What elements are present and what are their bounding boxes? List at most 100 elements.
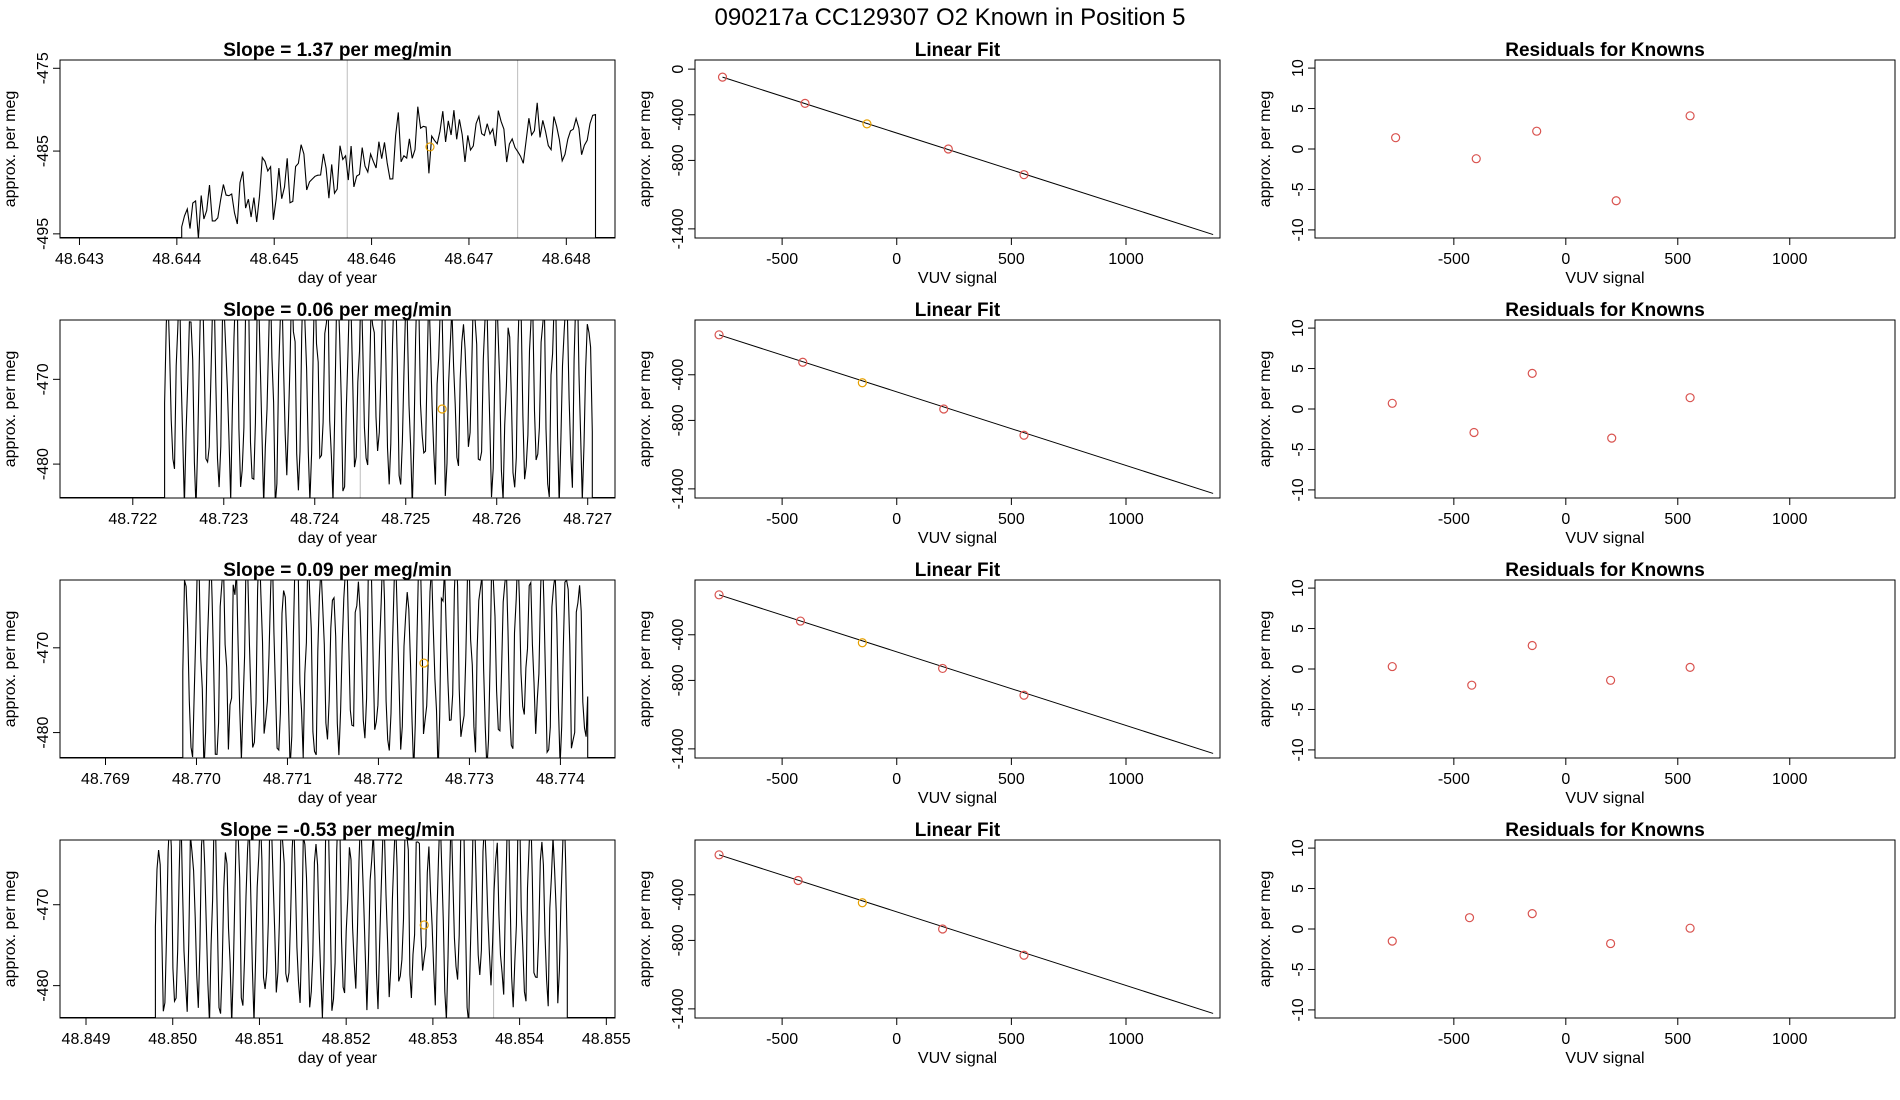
panel-r4-linear: -500 0 500 1000 -400 -800 -1400 Linear Fit VUV s… xyxy=(637,820,1221,1067)
sample-point xyxy=(419,658,429,668)
x-tick-label: 48.646 xyxy=(347,251,396,268)
y-tick-label: 10 xyxy=(1290,319,1307,337)
plot-area xyxy=(1387,909,1695,949)
y-tick-label: -5 xyxy=(1290,442,1307,456)
x-tick-label: 500 xyxy=(998,1031,1025,1048)
x-tick-label: 1000 xyxy=(1108,771,1144,788)
x-tick-label: 500 xyxy=(1664,771,1691,788)
y-tick-label: -1400 xyxy=(670,988,687,1029)
y-axis-label: approx. per meg xyxy=(1257,871,1274,988)
figure-title: 090217a CC129307 O2 Known in Position 5 xyxy=(715,4,1186,31)
y-tick-label: -1400 xyxy=(670,728,687,769)
x-tick-label: 500 xyxy=(1664,251,1691,268)
x-tick-label: 48.645 xyxy=(250,251,299,268)
x-tick-label: 0 xyxy=(1561,1031,1570,1048)
plot-area xyxy=(714,590,1214,754)
y-axis-label: approx. per meg xyxy=(637,91,654,208)
y-tick-label: -800 xyxy=(670,664,687,696)
x-axis-label: VUV signal xyxy=(1565,790,1644,807)
panel-title: Slope = 0.06 per meg/min xyxy=(223,300,452,321)
known-point xyxy=(800,98,810,108)
x-tick-label: 500 xyxy=(1664,1031,1691,1048)
known-point xyxy=(1019,430,1029,440)
y-axis-label: approx. per meg xyxy=(2,871,19,988)
known-point xyxy=(1532,126,1542,136)
panel-title: Linear Fit xyxy=(915,560,1001,581)
y-tick-label: -10 xyxy=(1290,218,1307,241)
panel-r2-residuals: -500 0 500 1000 10 5 0 -5 -10 Residuals for Known… xyxy=(1257,300,1896,547)
y-tick-label: -400 xyxy=(670,99,687,131)
y-tick-label: -470 xyxy=(35,889,52,921)
series-line xyxy=(182,580,589,758)
y-axis-label: approx. per meg xyxy=(1257,611,1274,728)
panel-title: Linear Fit xyxy=(915,300,1001,321)
y-tick-label: -1400 xyxy=(670,208,687,249)
panel-title: Slope = 1.37 per meg/min xyxy=(223,40,452,61)
x-tick-label: 0 xyxy=(892,251,901,268)
y-axis-label: approx. per meg xyxy=(2,611,19,728)
y-tick-label: -5 xyxy=(1290,962,1307,976)
x-tick-label: 500 xyxy=(998,511,1025,528)
fit-line xyxy=(718,854,1214,1014)
x-axis-label: day of year xyxy=(298,1050,378,1067)
x-tick-label: -500 xyxy=(766,771,798,788)
known-point xyxy=(1387,936,1397,946)
x-tick-label: 1000 xyxy=(1772,1031,1808,1048)
y-tick-label: -485 xyxy=(35,135,52,167)
x-tick-label: 48.726 xyxy=(472,511,521,528)
x-tick-label: -500 xyxy=(1438,511,1470,528)
y-tick-label: 10 xyxy=(1290,59,1307,77)
known-point xyxy=(943,144,953,154)
plot-frame xyxy=(59,579,616,759)
panel-title: Residuals for Knowns xyxy=(1505,820,1705,841)
y-tick-label: -400 xyxy=(670,619,687,651)
x-tick-label: 48.724 xyxy=(290,511,339,528)
sample-point xyxy=(862,119,872,129)
x-tick-label: 48.772 xyxy=(354,771,403,788)
x-tick-label: -500 xyxy=(766,1031,798,1048)
x-tick-label: 48.643 xyxy=(55,251,104,268)
known-point xyxy=(1387,398,1397,408)
x-axis-label: VUV signal xyxy=(918,530,997,547)
x-tick-label: 0 xyxy=(892,771,901,788)
y-tick-label: -470 xyxy=(35,363,52,395)
x-tick-label: -500 xyxy=(1438,1031,1470,1048)
y-tick-label: 0 xyxy=(1290,664,1307,673)
y-tick-label: -475 xyxy=(35,52,52,84)
x-tick-label: 48.770 xyxy=(172,771,221,788)
panel-r3-residuals: -500 0 500 1000 10 5 0 -5 -10 Residuals for Known… xyxy=(1257,560,1896,807)
known-point xyxy=(1391,133,1401,143)
y-tick-label: -10 xyxy=(1290,738,1307,761)
panel-r3-timeseries: 48.769 48.770 48.771 48.772 48.773 48.774 -470… xyxy=(2,560,616,807)
known-point xyxy=(717,72,728,82)
sample-point xyxy=(857,898,867,908)
known-point xyxy=(1685,923,1695,933)
x-axis-label: VUV signal xyxy=(1565,530,1644,547)
y-tick-label: 5 xyxy=(1290,884,1307,893)
panel-r2-linear: -500 0 500 1000 -400 -800 -1400 Linear Fit VUV s… xyxy=(637,300,1221,547)
panel-title: Residuals for Knowns xyxy=(1505,300,1705,321)
x-tick-label: 48.648 xyxy=(542,251,591,268)
x-tick-label: 48.852 xyxy=(322,1031,371,1048)
x-tick-label: 500 xyxy=(998,251,1025,268)
known-point xyxy=(793,875,803,886)
y-axis-label: approx. per meg xyxy=(637,611,654,728)
x-tick-label: -500 xyxy=(766,511,798,528)
fit-line xyxy=(718,334,1214,494)
known-point xyxy=(1387,661,1397,672)
y-tick-label: -800 xyxy=(670,924,687,956)
panel-title: Slope = -0.53 per meg/min xyxy=(220,820,455,841)
sample-point xyxy=(857,638,867,648)
plot-frame xyxy=(59,839,616,1019)
panel-r1-linear: -500 0 500 1000 0 -400 -800 -1400 Linear Fit VUV … xyxy=(637,40,1221,287)
x-tick-label: 1000 xyxy=(1108,251,1144,268)
series-line xyxy=(181,102,597,238)
known-point xyxy=(1464,913,1475,923)
fit-line xyxy=(718,594,1214,754)
known-point xyxy=(714,590,724,600)
y-tick-label: -1400 xyxy=(670,468,687,509)
x-tick-label: 0 xyxy=(892,511,901,528)
panel-title: Linear Fit xyxy=(915,40,1001,61)
plot-frame xyxy=(59,59,616,239)
